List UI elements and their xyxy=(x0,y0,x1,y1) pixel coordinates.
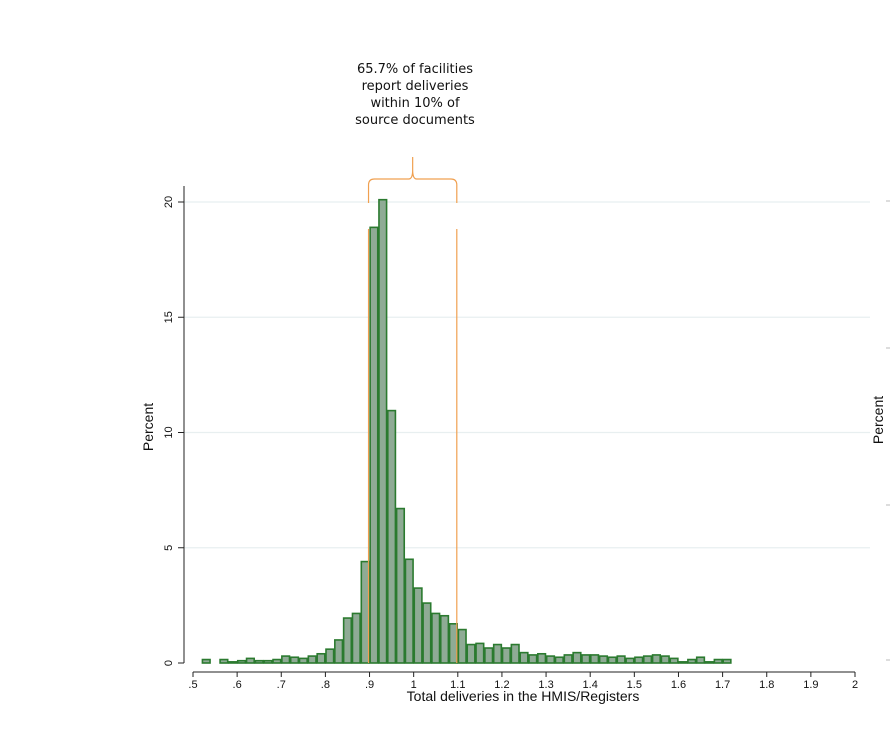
histogram-bar xyxy=(236,659,247,664)
x-tick-label: 1.2 xyxy=(494,679,509,691)
histogram-bar xyxy=(572,651,582,664)
x-tick-label: .6 xyxy=(233,679,242,691)
histogram-bar xyxy=(245,657,255,664)
x-tick-label: .8 xyxy=(321,679,330,691)
histogram-bar xyxy=(289,656,300,664)
histogram-bar xyxy=(351,612,361,664)
annotation-line-3: within 10% of xyxy=(370,96,460,111)
x-tick-label: 1.3 xyxy=(538,679,553,691)
histogram-bar xyxy=(466,643,476,664)
x-tick-label: 2 xyxy=(852,679,858,691)
histogram-bar xyxy=(378,198,388,664)
y-axis-title: Percent xyxy=(140,403,156,451)
histogram-bar xyxy=(369,226,379,664)
histogram-bar xyxy=(695,656,706,664)
histogram-bar xyxy=(678,661,688,664)
histogram-bar xyxy=(448,623,459,664)
histogram-bar xyxy=(201,658,211,664)
histogram-bar xyxy=(607,656,617,664)
histogram-bar xyxy=(713,658,723,664)
tick-labels: 0 5 10 15 20 .5 .6 .7 .8 .9 1 1.1 1.2 1.3 1.4 1.5 1.6 1.7… xyxy=(163,196,858,691)
histogram-bar xyxy=(334,639,344,664)
x-tick-label: 1 xyxy=(411,679,417,691)
y-tick-label: 0 xyxy=(163,660,175,666)
histogram-bar xyxy=(307,655,317,664)
bars xyxy=(201,198,732,664)
histogram-bar xyxy=(431,612,441,664)
histogram-bar xyxy=(457,628,467,664)
histogram-bar xyxy=(298,657,308,664)
histogram-bar xyxy=(439,614,450,664)
histogram-bar xyxy=(669,657,679,664)
x-tick-label: 1.9 xyxy=(803,679,818,691)
x-axis-title: Total deliveries in the HMIS/Registers xyxy=(407,688,640,704)
right-y-axis-title: Percent xyxy=(870,396,886,444)
x-tick-label: 1.8 xyxy=(759,679,774,691)
histogram-bar xyxy=(704,661,714,664)
histogram-bar xyxy=(528,654,538,664)
annotation-text: 65.7% of facilities report deliveries wi… xyxy=(330,61,500,129)
histogram-bar xyxy=(634,656,644,664)
annotation-bracket xyxy=(367,157,458,663)
histogram-bar xyxy=(616,655,626,664)
histogram-bar xyxy=(386,409,397,664)
histogram-bar xyxy=(263,659,273,664)
histogram-bar xyxy=(625,657,635,664)
x-tick-label: .9 xyxy=(365,679,374,691)
histogram-bar xyxy=(254,659,264,664)
histogram-bar xyxy=(342,617,353,664)
grid-lines xyxy=(184,201,870,549)
x-tick-label: 1.7 xyxy=(715,679,730,691)
annotation-line-2: report deliveries xyxy=(361,79,469,94)
histogram-bar xyxy=(519,651,529,664)
histogram-bar xyxy=(642,655,653,664)
histogram-bar xyxy=(589,654,600,664)
x-tick-label: 1.5 xyxy=(627,679,642,691)
histogram-bar xyxy=(563,654,573,664)
histogram-bar xyxy=(413,587,423,664)
histogram-bar xyxy=(281,655,291,664)
histogram-bar xyxy=(325,648,335,664)
x-tick-label: 1.6 xyxy=(671,679,686,691)
histogram-bar xyxy=(475,642,485,664)
axes xyxy=(178,186,890,677)
x-tick-label: 1.1 xyxy=(450,679,465,691)
x-tick-label: .5 xyxy=(188,679,197,691)
histogram-bar xyxy=(545,655,556,664)
y-tick-label: 20 xyxy=(163,196,175,208)
histogram-bar xyxy=(660,655,670,664)
histogram-bar xyxy=(510,643,520,664)
histogram-bar xyxy=(651,654,662,664)
histogram-bar xyxy=(598,655,609,664)
histogram-bar xyxy=(537,652,547,664)
x-tick-label: 1.4 xyxy=(583,679,598,691)
histogram-bar xyxy=(272,658,282,664)
histogram-bar xyxy=(581,654,591,664)
histogram-bar xyxy=(219,658,229,664)
y-tick-label: 5 xyxy=(163,545,175,551)
annotation-line-1: 65.7% of facilities xyxy=(356,62,474,77)
histogram-bar xyxy=(422,602,432,664)
histogram-bar xyxy=(395,507,406,664)
histogram-bar xyxy=(484,647,494,664)
histogram-bar xyxy=(492,643,503,664)
histogram-bar xyxy=(687,658,697,664)
curly-brace xyxy=(367,157,458,203)
histogram-bar xyxy=(404,558,414,664)
histogram-bar xyxy=(722,658,732,664)
x-tick-label: .7 xyxy=(277,679,286,691)
annotation-line-4: source documents xyxy=(355,113,475,128)
histogram-bar xyxy=(360,560,370,664)
y-tick-label: 15 xyxy=(163,311,175,323)
histogram-bar xyxy=(228,661,238,664)
histogram-bar xyxy=(316,652,326,664)
y-tick-label: 10 xyxy=(163,426,175,438)
histogram-bar xyxy=(501,647,511,664)
histogram-bar xyxy=(554,656,564,664)
